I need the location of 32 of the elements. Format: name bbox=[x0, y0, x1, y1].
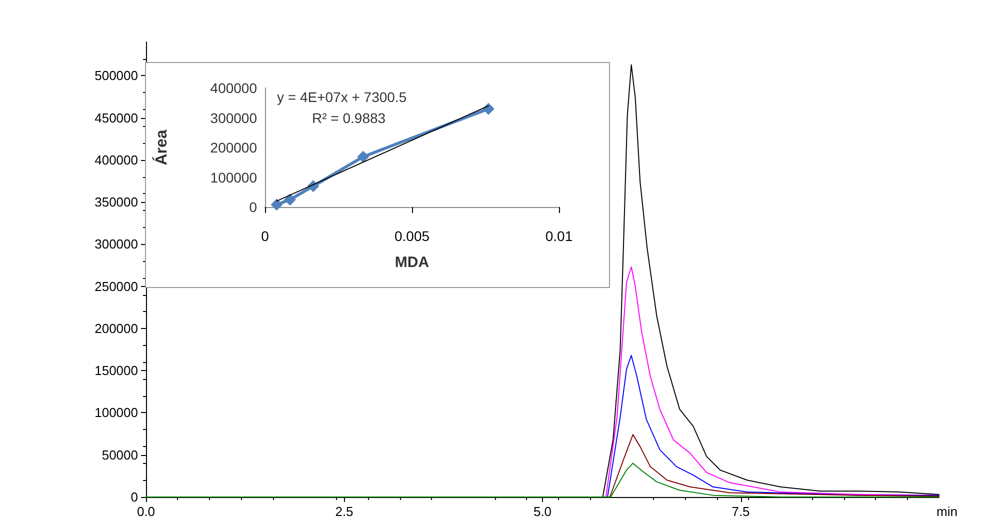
y-axis-title: Área bbox=[152, 130, 170, 166]
y-tick-label: 100000 bbox=[210, 169, 258, 186]
x-tick-label: 5.0 bbox=[533, 504, 552, 519]
x-tick-label: 2.5 bbox=[335, 504, 354, 519]
x-axis-title: min bbox=[936, 504, 958, 519]
y-tick-label: 500000 bbox=[94, 68, 138, 84]
x-tick-label: 0.01 bbox=[545, 228, 573, 244]
y-tick-label: 150000 bbox=[94, 363, 138, 378]
x-tick-label: 0.005 bbox=[394, 228, 430, 244]
y-tick-label: 100000 bbox=[94, 405, 138, 420]
y-tick-label: 200000 bbox=[94, 320, 138, 336]
point bbox=[482, 102, 494, 115]
y-tick-label: 300000 bbox=[94, 236, 138, 252]
x-tick-label: 7.5 bbox=[732, 504, 750, 519]
y-tick-label: 400000 bbox=[210, 80, 258, 96]
y-tick-label: 200000 bbox=[210, 140, 258, 156]
y-tick-label: 350000 bbox=[94, 194, 138, 210]
x-tick-label: 0 bbox=[261, 228, 270, 244]
annotation: R² = 0.9883 bbox=[312, 110, 386, 126]
y-tick-label: 450000 bbox=[94, 110, 138, 126]
x-axis-title: MDA bbox=[394, 254, 430, 271]
point bbox=[284, 194, 296, 206]
y-tick-label: 0 bbox=[130, 490, 138, 504]
y-tick-label: 250000 bbox=[94, 278, 138, 294]
x-tick-label: 0.0 bbox=[136, 504, 156, 519]
point bbox=[270, 198, 283, 211]
y-tick-label: 0 bbox=[249, 199, 258, 215]
y-tick-label: 50000 bbox=[102, 447, 138, 462]
y-tick-label: 300000 bbox=[210, 110, 258, 126]
annotation: y = 4E+07x + 7300.5 bbox=[277, 89, 407, 105]
y-tick-label: 400000 bbox=[94, 152, 138, 168]
point bbox=[357, 150, 370, 163]
